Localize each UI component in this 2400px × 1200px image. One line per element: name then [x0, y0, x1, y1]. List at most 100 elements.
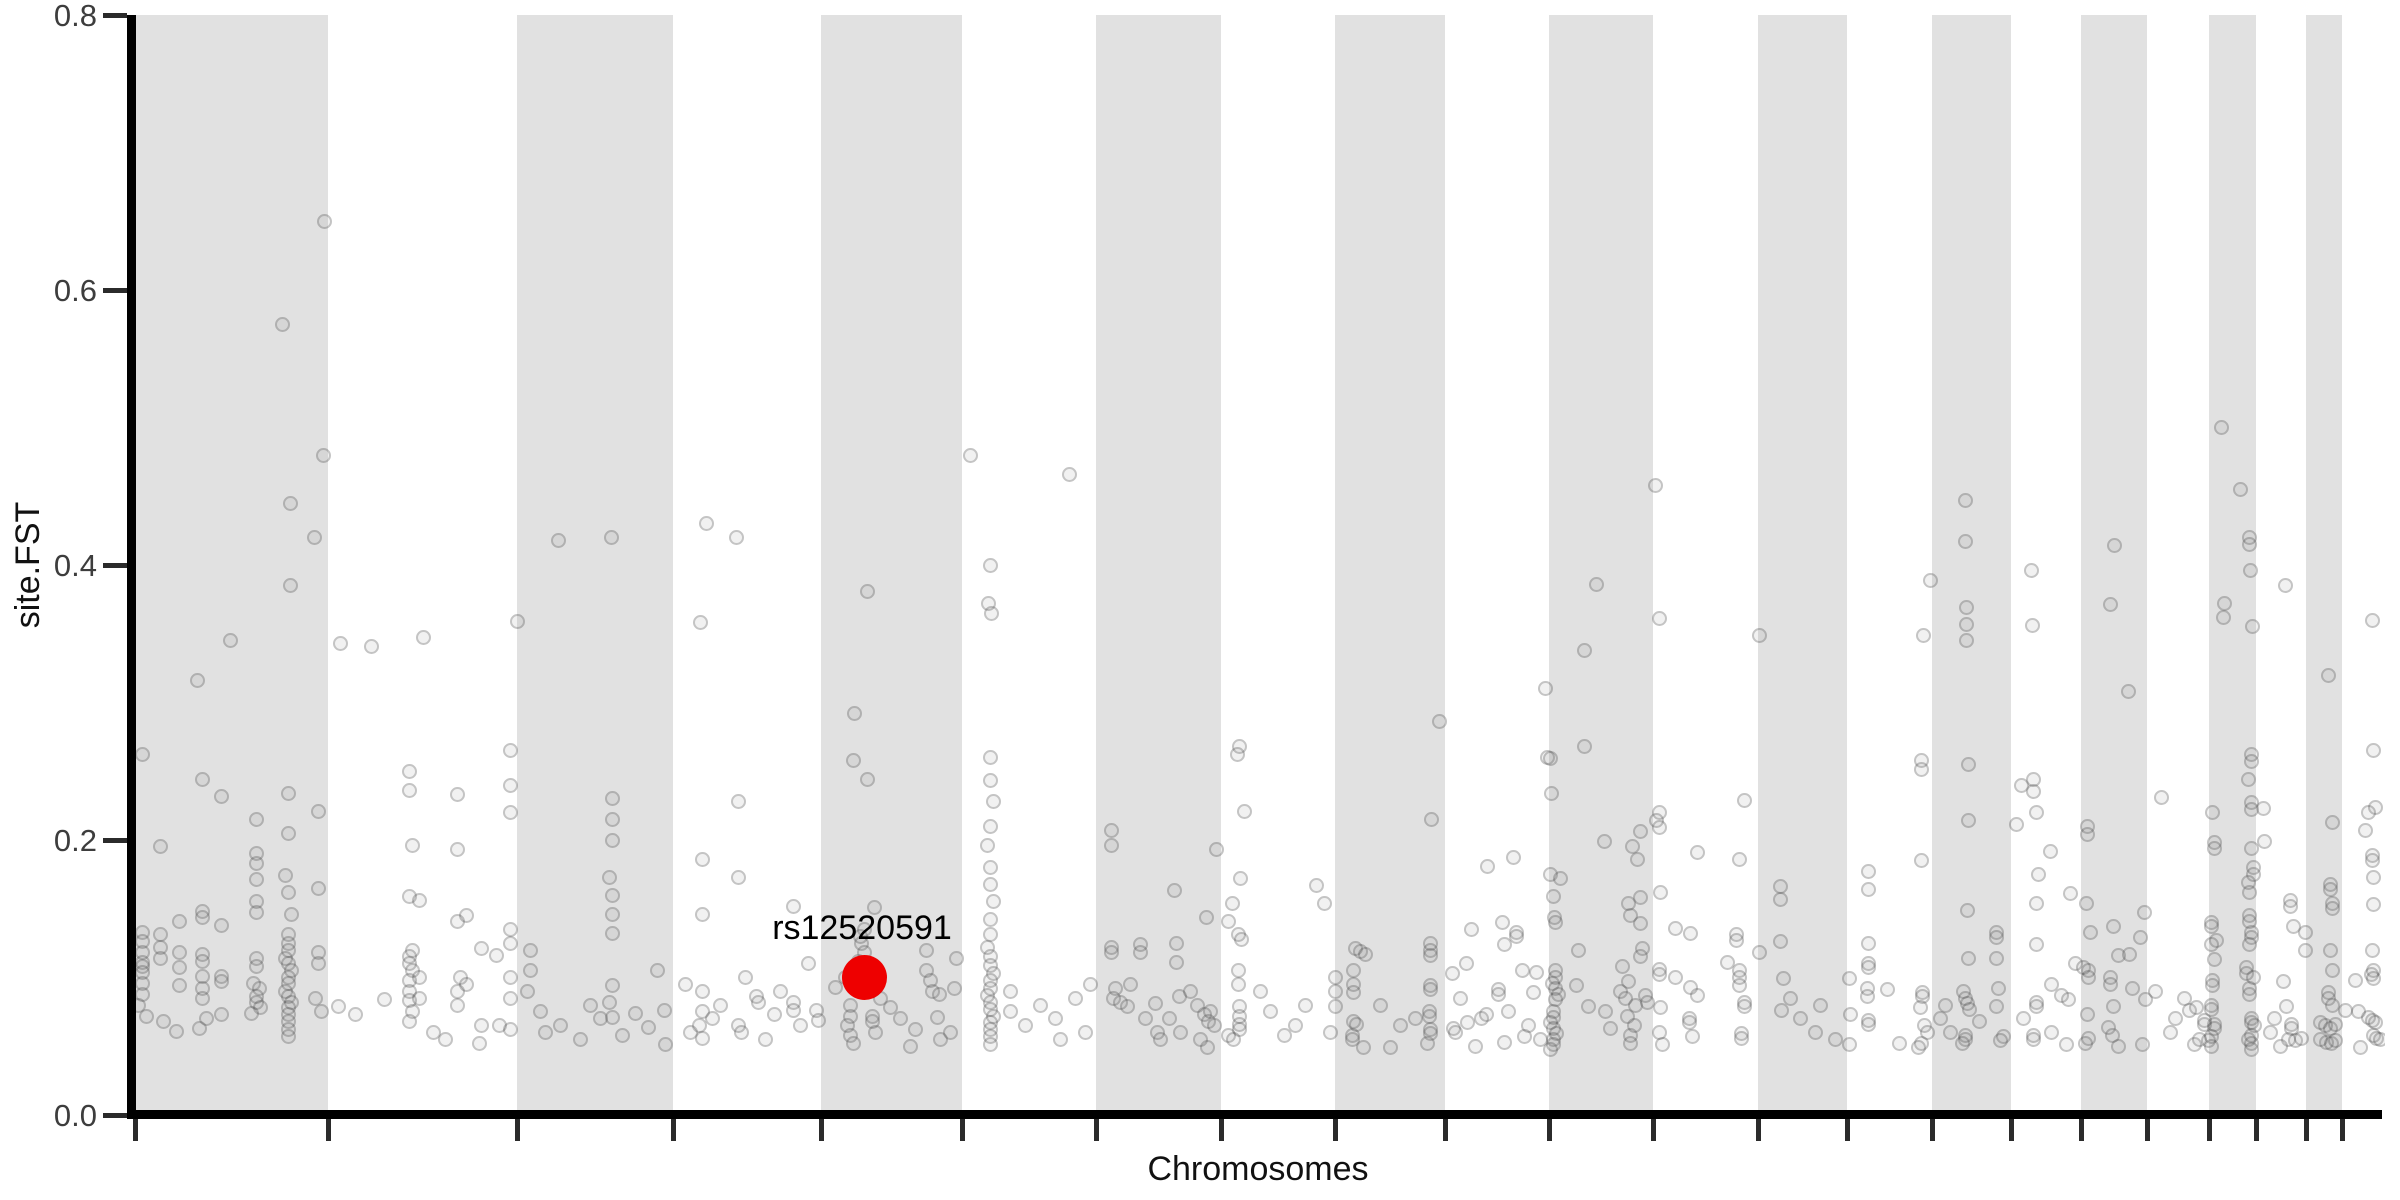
fst-data-point	[1297, 997, 1313, 1013]
fst-data-point	[1689, 844, 1705, 860]
fst-data-point	[601, 869, 617, 885]
fst-data-point	[310, 880, 326, 896]
fst-data-point	[2241, 536, 2257, 552]
fst-data-point	[1827, 1031, 1843, 1047]
fst-data-point	[866, 899, 882, 915]
fst-data-point	[213, 974, 229, 990]
fst-data-point	[2134, 1037, 2150, 1053]
fst-data-point	[1032, 997, 1048, 1013]
x-tick-chr-9	[1332, 1119, 1338, 1141]
fst-data-point	[1103, 945, 1119, 961]
fst-data-point	[282, 578, 298, 594]
fst-data-point	[1422, 948, 1438, 963]
fst-data-point	[1990, 981, 2006, 996]
fst-data-point	[411, 970, 427, 985]
fst-data-point	[604, 978, 620, 994]
fst-data-point	[283, 906, 299, 922]
fst-data-point	[1467, 1038, 1483, 1054]
x-tick-chr-22	[2339, 1119, 2345, 1141]
fst-data-point	[1147, 996, 1163, 1012]
fst-data-point	[2266, 1011, 2282, 1027]
fst-data-point	[1602, 1020, 1618, 1036]
fst-data-point	[1651, 611, 1667, 627]
fst-data-point	[1077, 1025, 1093, 1040]
fst-data-point	[2272, 1038, 2288, 1054]
fst-data-point	[2028, 998, 2044, 1014]
fst-data-point	[1632, 949, 1648, 965]
fst-data-point	[1166, 883, 1182, 899]
fst-data-point	[415, 630, 431, 646]
fst-data-point	[277, 868, 293, 884]
fst-data-point	[1632, 890, 1648, 906]
fst-data-point	[1230, 963, 1246, 979]
fst-data-point	[582, 997, 598, 1013]
fst-data-point	[138, 1008, 154, 1024]
fst-data-point	[785, 1003, 801, 1018]
fst-data-point	[449, 842, 465, 858]
fst-data-point	[1576, 642, 1592, 658]
fst-data-point	[2203, 937, 2219, 952]
y-tick	[103, 12, 127, 18]
fst-data-point	[1419, 1036, 1435, 1051]
fst-data-point	[171, 913, 187, 929]
y-axis-line	[127, 15, 136, 1119]
fst-data-point	[730, 869, 746, 885]
fst-data-point	[845, 752, 861, 768]
fst-data-point	[155, 1014, 171, 1029]
fst-data-point	[948, 950, 964, 966]
fst-data-point	[280, 785, 296, 801]
fst-data-point	[2365, 897, 2381, 913]
fst-data-point	[1392, 1018, 1408, 1034]
fst-data-point	[488, 948, 504, 963]
fst-data-point	[1382, 1040, 1398, 1056]
fst-data-point	[2297, 942, 2313, 958]
y-axis-title: site.FST	[9, 501, 47, 629]
fst-data-point	[1002, 1004, 1018, 1020]
fst-data-point	[1576, 739, 1592, 754]
chromosome-band-21	[2306, 15, 2342, 1110]
fst-data-point	[1960, 756, 1976, 772]
fst-data-point	[2204, 805, 2220, 820]
fst-data-point	[1733, 1030, 1749, 1046]
fst-data-point	[2121, 946, 2137, 962]
fst-data-point	[2240, 772, 2256, 787]
fst-data-point	[152, 839, 168, 855]
fst-data-point	[1736, 792, 1752, 808]
x-tick-chr-7	[1093, 1119, 1099, 1141]
fst-data-point	[1942, 1025, 1958, 1040]
fst-data-point	[1958, 600, 1974, 616]
fst-data-point	[1287, 1018, 1303, 1034]
fst-data-point	[376, 992, 392, 1007]
fst-data-point	[1308, 877, 1324, 893]
fst-data-point	[1596, 833, 1612, 849]
fst-data-point	[2213, 420, 2229, 435]
fst-data-point	[1345, 985, 1361, 1001]
fst-data-point	[882, 1000, 898, 1016]
fst-data-point	[363, 638, 379, 654]
fst-data-point	[1327, 970, 1343, 985]
fst-data-point	[1958, 633, 1974, 649]
fst-data-point	[682, 1025, 698, 1040]
fst-data-point	[1629, 851, 1645, 867]
plot-area	[135, 15, 2385, 1110]
fst-data-point	[471, 1036, 487, 1051]
fst-data-point	[2364, 853, 2380, 869]
fst-data-point	[942, 1025, 958, 1040]
fst-data-point	[1236, 803, 1252, 819]
fst-data-point	[982, 860, 998, 875]
fst-data-point	[248, 855, 264, 871]
fst-data-point	[2043, 976, 2059, 992]
fst-data-point	[2322, 942, 2338, 958]
fst-data-point	[1960, 813, 1976, 829]
fst-data-point	[1082, 976, 1098, 992]
fst-data-point	[1860, 960, 1876, 976]
fst-data-point	[649, 963, 665, 979]
fst-data-point	[2203, 1001, 2219, 1017]
fst-data-point	[1202, 1004, 1218, 1020]
fst-data-point	[522, 942, 538, 958]
fst-data-point	[1775, 971, 1791, 987]
fst-data-point	[931, 986, 947, 1002]
fst-data-point	[2297, 924, 2313, 940]
fst-data-point	[1230, 976, 1246, 992]
fst-data-point	[572, 1031, 588, 1047]
